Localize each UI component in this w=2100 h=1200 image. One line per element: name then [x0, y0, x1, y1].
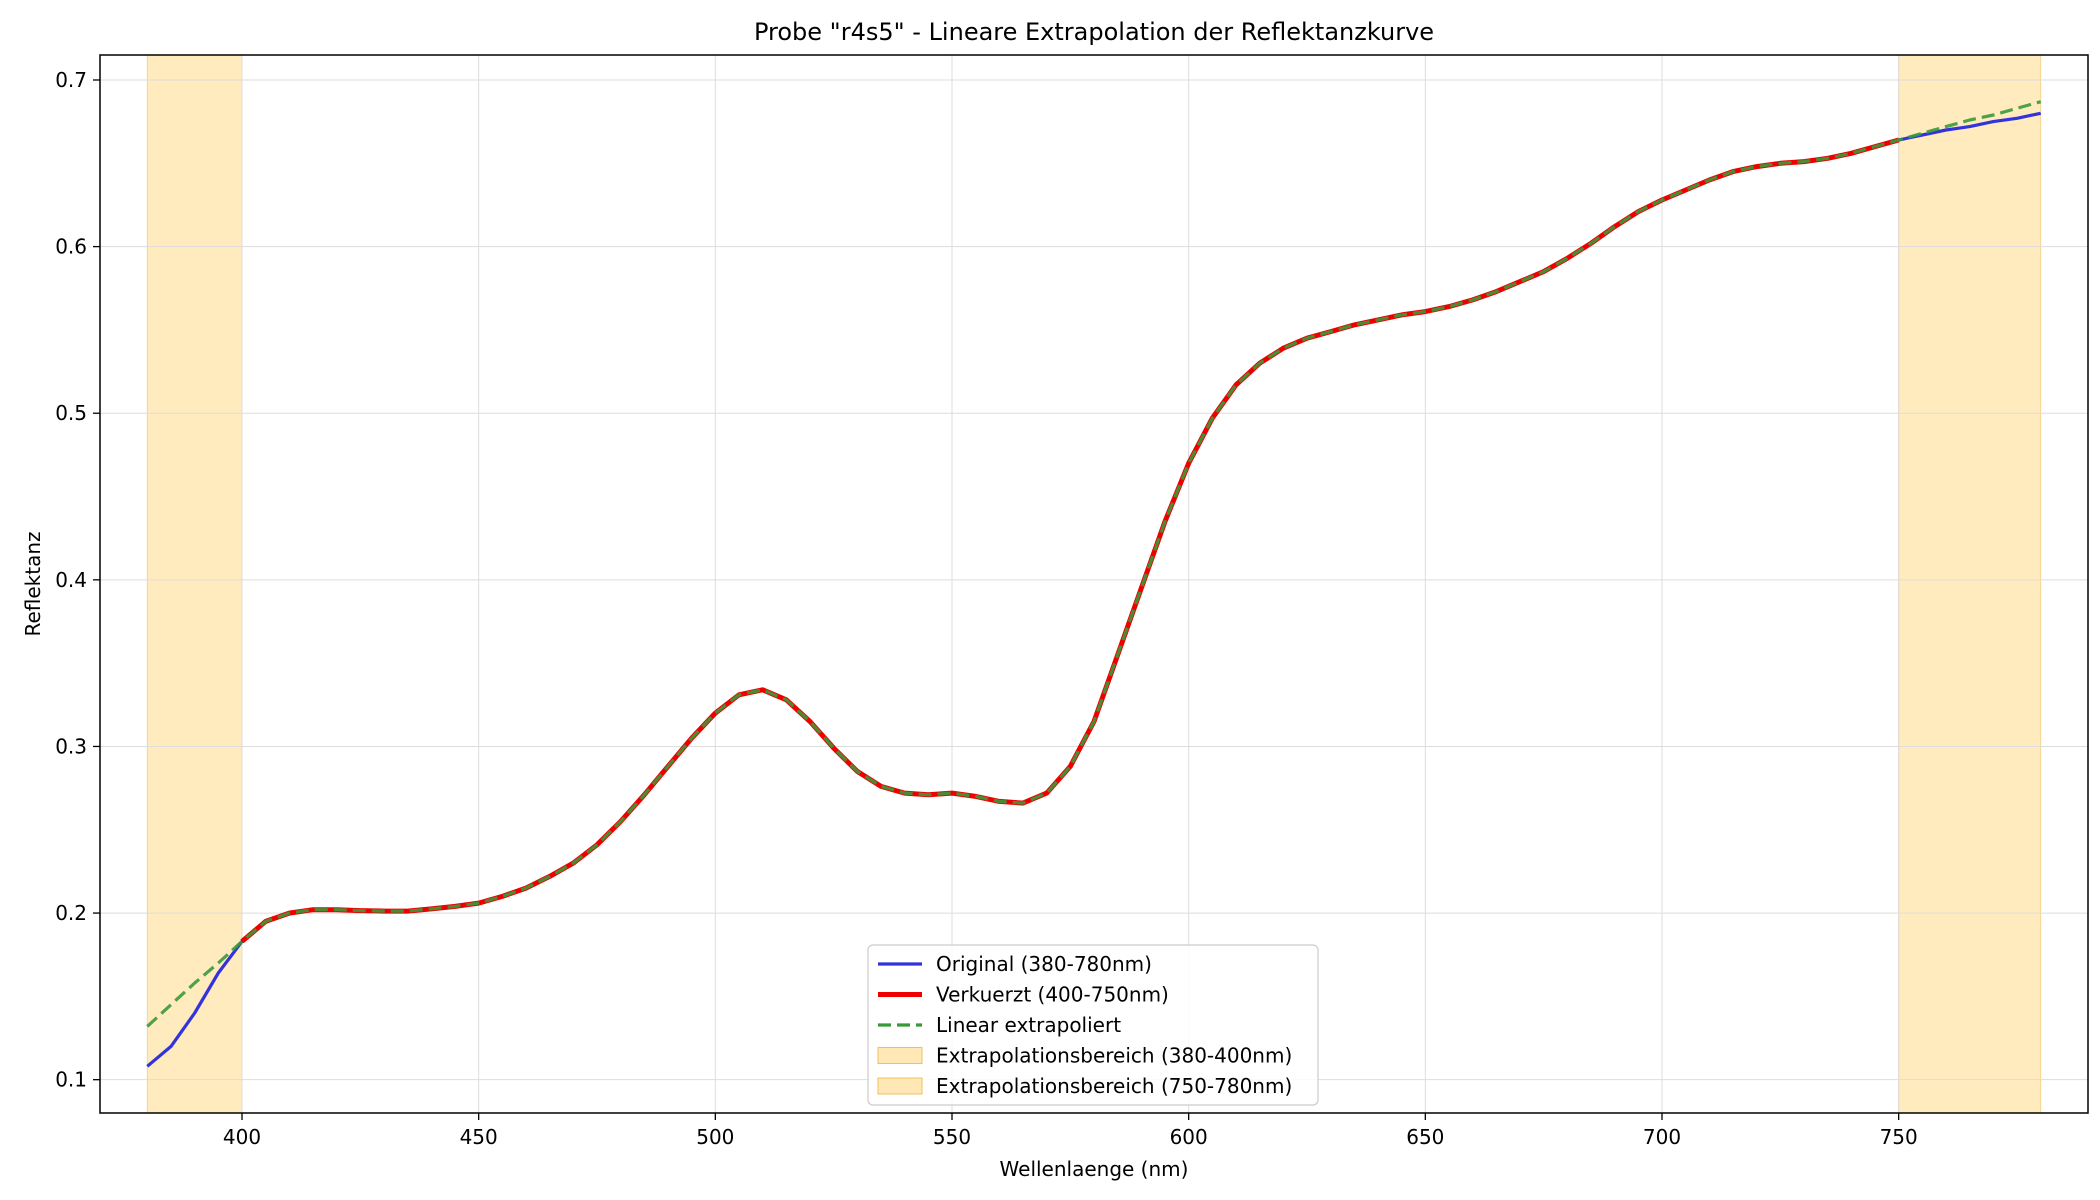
legend-entry-label: Extrapolationsbereich (380-400nm)	[936, 1044, 1292, 1068]
legend-entry-label: Extrapolationsbereich (750-780nm)	[936, 1074, 1292, 1098]
grid-lines	[100, 55, 2088, 1113]
x-tick-label: 500	[696, 1125, 734, 1149]
x-tick-label: 650	[1406, 1125, 1444, 1149]
legend-entry-label: Linear extrapoliert	[936, 1013, 1121, 1037]
legend: Original (380-780nm) Verkuerzt (400-750nm…	[867, 944, 1319, 1106]
series-lines	[146, 100, 2042, 1068]
shaded-region-1	[146, 54, 243, 1114]
x-tick-label: 600	[1170, 1125, 1208, 1149]
y-tick-label: 0.6	[55, 235, 87, 259]
legend-swatch-patch	[877, 1047, 923, 1064]
y-tick-label: 0.7	[55, 68, 87, 92]
y-tick-label: 0.3	[55, 734, 87, 758]
y-tick-label: 0.2	[55, 901, 87, 925]
x-tick-label: 750	[1880, 1125, 1918, 1149]
x-tick-label: 550	[933, 1125, 971, 1149]
legend-entry-label: Verkuerzt (400-750nm)	[936, 983, 1169, 1007]
x-tick-label: 700	[1643, 1125, 1681, 1149]
legend-entry-label: Original (380-780nm)	[936, 952, 1152, 976]
x-tick-label: 400	[223, 1125, 261, 1149]
x-axis-label: Wellenlaenge (nm)	[1000, 1157, 1189, 1181]
shaded-region-2	[1898, 54, 2042, 1114]
series-line-3	[146, 100, 2042, 1028]
series-line-1	[146, 111, 2042, 1068]
y-tick-label: 0.5	[55, 401, 87, 425]
y-axis-ticks: 0.1 0.2 0.3 0.4 0.5 0.6 0.7	[55, 68, 100, 1092]
plot-frame	[99, 54, 2089, 1114]
series-line-2	[240, 137, 1900, 944]
y-axis-label: Reflektanz	[21, 531, 45, 636]
y-tick-label: 0.4	[55, 568, 87, 592]
shaded-regions	[146, 54, 2042, 1114]
x-axis-ticks: 400 450 500 550 600 650 700 750	[223, 1113, 1918, 1149]
legend-swatch-patch	[877, 1077, 923, 1095]
x-tick-label: 450	[460, 1125, 498, 1149]
y-tick-label: 0.1	[55, 1068, 87, 1092]
chart-title: Probe "r4s5" - Lineare Extrapolation der…	[754, 18, 1434, 46]
legend-box	[867, 944, 1319, 1106]
